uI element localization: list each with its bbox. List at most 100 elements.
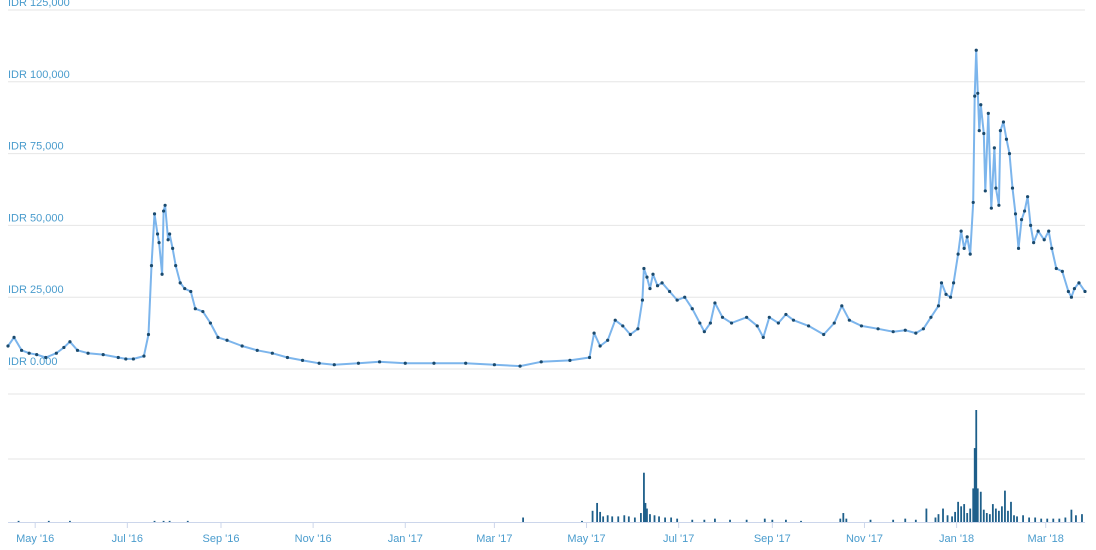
price-point[interactable] <box>131 357 135 361</box>
price-point[interactable] <box>240 344 244 348</box>
price-point[interactable] <box>668 289 672 294</box>
price-point[interactable] <box>464 361 468 365</box>
price-point[interactable] <box>174 264 178 268</box>
price-point[interactable] <box>891 330 895 334</box>
price-point[interactable] <box>983 189 987 193</box>
price-point[interactable] <box>989 206 993 210</box>
price-point[interactable] <box>155 232 160 236</box>
price-point[interactable] <box>976 91 980 95</box>
price-point[interactable] <box>1036 229 1040 233</box>
price-point[interactable] <box>152 212 157 216</box>
price-point[interactable] <box>1019 218 1024 222</box>
price-point[interactable] <box>929 315 933 319</box>
price-point[interactable] <box>598 344 602 348</box>
price-point[interactable] <box>767 315 771 319</box>
price-point[interactable] <box>690 307 694 311</box>
price-point[interactable] <box>216 335 220 340</box>
price-point[interactable] <box>956 252 960 256</box>
price-point[interactable] <box>1029 223 1033 227</box>
price-point[interactable] <box>636 327 640 331</box>
price-point[interactable] <box>492 363 496 367</box>
price-point[interactable] <box>986 111 990 115</box>
price-point[interactable] <box>698 321 702 325</box>
price-point[interactable] <box>936 304 941 308</box>
price-point[interactable] <box>776 321 780 325</box>
price-point[interactable] <box>660 281 664 285</box>
price-point[interactable] <box>755 324 759 328</box>
price-point[interactable] <box>124 357 128 361</box>
price-point[interactable] <box>568 358 572 362</box>
price-point[interactable] <box>166 238 170 242</box>
price-point[interactable] <box>35 353 39 357</box>
price-point[interactable] <box>822 332 826 337</box>
price-point[interactable] <box>606 338 610 342</box>
price-point[interactable] <box>592 331 596 335</box>
price-point[interactable] <box>62 345 66 350</box>
price-point[interactable] <box>914 331 918 335</box>
price-point[interactable] <box>859 324 864 328</box>
price-point[interactable] <box>539 360 543 364</box>
price-point[interactable] <box>761 335 765 340</box>
price-point[interactable] <box>161 209 166 213</box>
price-point[interactable] <box>903 328 907 332</box>
price-point[interactable] <box>178 281 182 285</box>
price-point[interactable] <box>12 335 16 340</box>
price-point[interactable] <box>54 351 58 355</box>
price-point[interactable] <box>613 318 617 322</box>
price-point[interactable] <box>208 321 213 325</box>
price-point[interactable] <box>683 295 687 299</box>
price-point[interactable] <box>146 332 151 337</box>
price-point[interactable] <box>847 318 851 322</box>
price-point[interactable] <box>745 315 749 319</box>
price-point[interactable] <box>713 301 717 305</box>
price-point[interactable] <box>621 324 625 328</box>
price-point[interactable] <box>640 298 645 302</box>
price-point[interactable] <box>171 246 175 250</box>
price-point[interactable] <box>702 330 706 334</box>
price-point[interactable] <box>168 232 172 236</box>
price-point[interactable] <box>1010 186 1015 190</box>
price-point[interactable] <box>720 315 725 319</box>
price-point[interactable] <box>44 355 48 360</box>
price-point[interactable] <box>160 272 164 276</box>
price-point[interactable] <box>948 295 953 299</box>
price-point[interactable] <box>317 361 321 365</box>
price-point[interactable] <box>921 327 925 331</box>
price-point[interactable] <box>86 351 90 355</box>
price-point[interactable] <box>1001 120 1006 124</box>
price-point[interactable] <box>75 348 80 352</box>
price-point[interactable] <box>285 355 290 360</box>
price-point[interactable] <box>997 203 1001 207</box>
price-point[interactable] <box>142 354 146 358</box>
price-point[interactable] <box>1077 281 1081 285</box>
price-point[interactable] <box>157 241 161 245</box>
price-point[interactable] <box>1054 266 1058 271</box>
price-point[interactable] <box>225 338 229 342</box>
price-point[interactable] <box>27 351 31 355</box>
price-point[interactable] <box>977 129 981 133</box>
price-point[interactable] <box>806 324 811 328</box>
price-point[interactable] <box>642 266 646 271</box>
price-point[interactable] <box>68 340 72 344</box>
price-point[interactable] <box>944 292 948 296</box>
price-point[interactable] <box>1032 241 1036 245</box>
price-point[interactable] <box>840 304 844 308</box>
price-point[interactable] <box>1072 286 1077 291</box>
price-point[interactable] <box>116 355 120 360</box>
price-point[interactable] <box>101 353 105 357</box>
price-point[interactable] <box>1026 195 1030 199</box>
price-point[interactable] <box>876 327 880 331</box>
price-point[interactable] <box>708 321 712 325</box>
price-point[interactable] <box>971 200 975 205</box>
price-point[interactable] <box>1007 152 1012 156</box>
price-point[interactable] <box>1083 289 1087 294</box>
price-point[interactable] <box>648 286 652 291</box>
price-point[interactable] <box>193 307 197 311</box>
price-point[interactable] <box>1047 229 1051 233</box>
price-point[interactable] <box>628 332 632 337</box>
price-point[interactable] <box>939 281 944 285</box>
price-point[interactable] <box>1069 295 1074 299</box>
price-point[interactable] <box>183 286 187 291</box>
price-point[interactable] <box>968 252 972 256</box>
price-point[interactable] <box>951 281 956 285</box>
